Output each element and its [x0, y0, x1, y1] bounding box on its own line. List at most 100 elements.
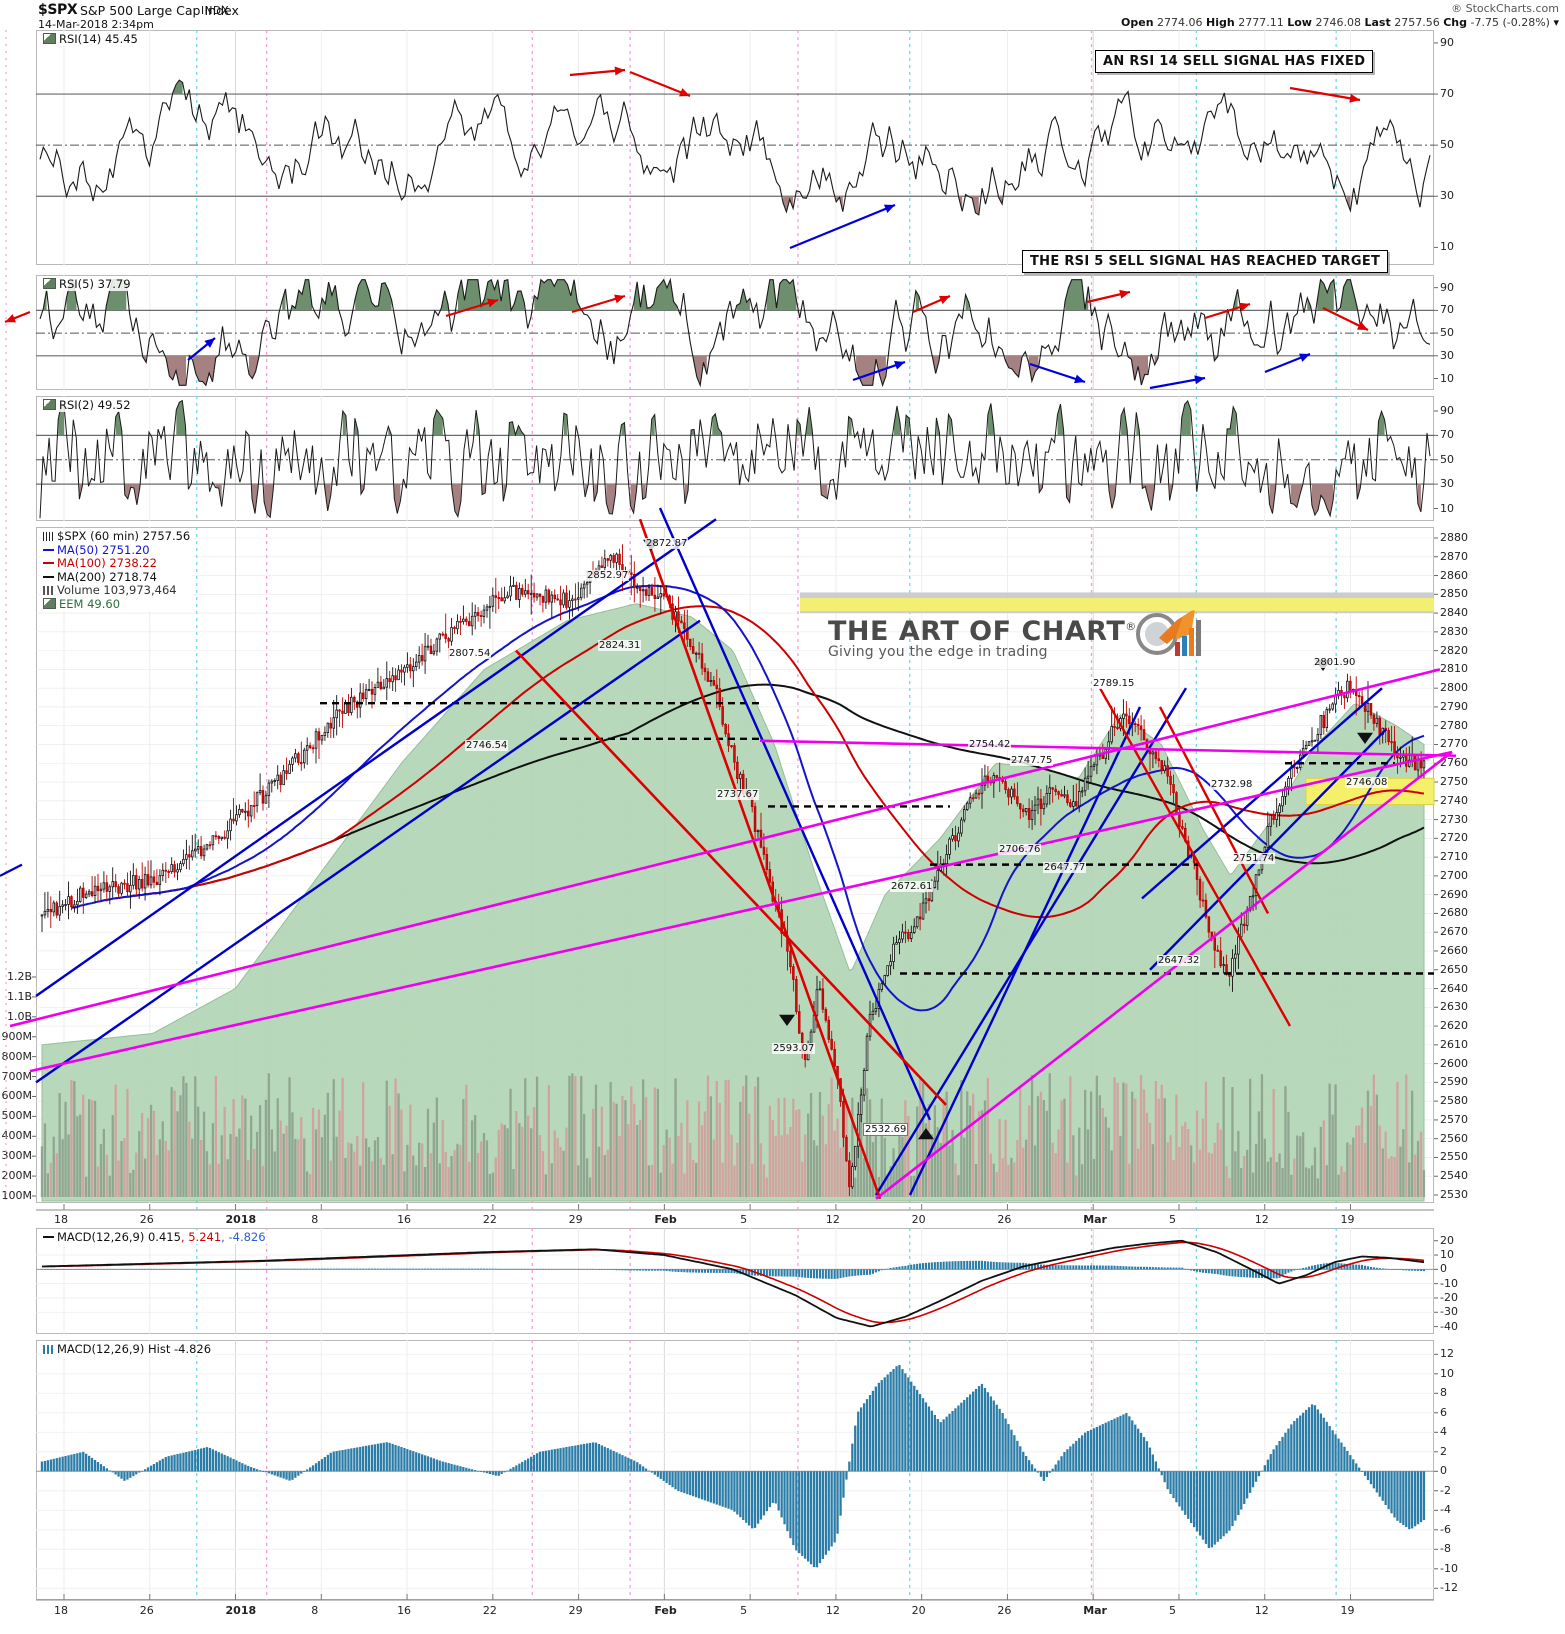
- symbol-exchange: INDX: [201, 5, 230, 17]
- last-label: Last: [1364, 16, 1391, 29]
- line-icon: [43, 575, 54, 578]
- date-tick: 12: [825, 1213, 840, 1226]
- macd-hist-tick: -2: [1440, 1483, 1451, 1497]
- annotation-rsi14-sell-signal: AN RSI 14 SELL SIGNAL HAS FIXED: [1095, 50, 1374, 73]
- rsi2-tick: 30: [1440, 477, 1454, 491]
- quote-bar: Open 2774.06 High 2777.11 Low 2746.08 La…: [1121, 16, 1559, 29]
- panel-macd[interactable]: MACD(12,26,9) 0.415, 5.241, -4.826: [36, 1228, 1434, 1334]
- symbol-name: S&P 500 Large Cap Index: [80, 3, 239, 18]
- rsi2-tick: 90: [1440, 404, 1454, 417]
- date-tick-bottom: 16: [397, 1604, 412, 1617]
- macd-hist-tick: 6: [1440, 1405, 1447, 1419]
- date-tick-bottom: 29: [568, 1604, 583, 1617]
- chg-down-arrow-icon: ▾: [1553, 16, 1559, 29]
- date-tick-bottom: 18: [54, 1604, 68, 1617]
- rsi5-tick: 10: [1440, 371, 1454, 385]
- date-tick-bottom: 5: [740, 1604, 748, 1617]
- price-legend: $SPX (60 min) 2757.56 MA(50) 2751.20 MA(10…: [41, 529, 193, 612]
- price-tick: 2720: [1440, 831, 1468, 845]
- date-tick-bottom: 2018: [225, 1604, 257, 1617]
- panel-rsi2[interactable]: RSI(2) 49.52: [36, 396, 1434, 521]
- volume-tick: 1.1B: [6, 989, 32, 1003]
- date-tick: 12: [1254, 1213, 1269, 1226]
- rsi14-tick: 50: [1440, 138, 1454, 152]
- date-tick: 26: [997, 1213, 1012, 1226]
- volume-tick: 1.2B: [6, 970, 32, 983]
- price-tick: 2770: [1440, 737, 1468, 751]
- date-tick: Feb: [654, 1213, 677, 1226]
- price-legend-row-3: MA(200) 2718.74: [43, 569, 190, 585]
- price-tick: 2840: [1440, 606, 1468, 620]
- price-tick: 2760: [1440, 756, 1468, 770]
- panel-rsi5[interactable]: RSI(5) 37.79: [36, 275, 1434, 390]
- date-tick: 20: [911, 1213, 926, 1226]
- date-tick: 29: [568, 1213, 583, 1226]
- volume-tick: 100M: [1, 1189, 33, 1202]
- macd-tick: -40: [1440, 1319, 1458, 1333]
- price-legend-row-4: Volume 103,973,464: [43, 583, 190, 598]
- date-tick-bottom: 26: [997, 1604, 1012, 1617]
- macd-hist-tick: -12: [1440, 1581, 1458, 1595]
- price-tick: 2630: [1440, 1000, 1468, 1014]
- open-value: 2774.06: [1157, 16, 1203, 29]
- last-value: 2757.56: [1394, 16, 1440, 29]
- price-tick: 2750: [1440, 775, 1468, 789]
- high-value: 2777.11: [1238, 16, 1284, 29]
- panel-price[interactable]: $SPX (60 min) 2757.56 MA(50) 2751.20 MA(10…: [36, 527, 1434, 1203]
- low-label: Low: [1287, 16, 1312, 29]
- volume-tick: 500M: [1, 1109, 33, 1123]
- price-tick: 2800: [1440, 681, 1468, 695]
- price-label: 2807.54: [448, 648, 492, 659]
- rsi14-tick: 10: [1440, 240, 1454, 254]
- high-label: High: [1206, 16, 1235, 29]
- price-tick: 2780: [1440, 718, 1468, 732]
- price-tick: 2820: [1440, 643, 1468, 657]
- price-label: 2747.75: [1010, 755, 1054, 766]
- macd-legend-signal: 5.241: [188, 1230, 222, 1244]
- price-label: 2746.54: [465, 740, 509, 751]
- price-tick: 2690: [1440, 887, 1468, 901]
- price-label: 2532.69: [863, 1123, 909, 1136]
- macd-hist-tick: 12: [1440, 1347, 1454, 1361]
- macd-legend: MACD(12,26,9) 0.415, 5.241, -4.826: [41, 1230, 268, 1244]
- price-legend-row-2: MA(100) 2738.22: [43, 556, 190, 571]
- area-icon: [43, 33, 56, 44]
- panel-macd-histogram[interactable]: MACD(12,26,9) Hist -4.826: [36, 1340, 1434, 1600]
- price-tick: 2610: [1440, 1037, 1468, 1051]
- rsi2-legend-text: RSI(2) 49.52: [59, 398, 131, 412]
- price-legend-text-3: MA(200) 2718.74: [57, 569, 157, 584]
- date-tick: 2018: [225, 1213, 257, 1226]
- macd-hist-tick: 8: [1440, 1386, 1447, 1400]
- rsi14-tick: 70: [1440, 87, 1454, 101]
- price-tick: 2730: [1440, 812, 1468, 826]
- date-tick-bottom: 12: [1254, 1604, 1269, 1617]
- price-tick: 2850: [1440, 587, 1468, 601]
- date-tick: 5: [1168, 1213, 1176, 1226]
- date-tick-bottom: 20: [911, 1604, 926, 1617]
- watermark-art-of-chart: THE ART OF CHART® Giving you the edge in…: [828, 610, 1201, 660]
- price-tick: 2710: [1440, 850, 1468, 864]
- price-tick: 2530: [1440, 1188, 1468, 1201]
- macd-hist-tick: -8: [1440, 1542, 1451, 1556]
- date-tick: 16: [397, 1213, 412, 1226]
- volume-icon: [43, 586, 54, 595]
- rsi2-tick: 10: [1440, 501, 1454, 515]
- date-tick-bottom: 5: [1168, 1604, 1176, 1617]
- date-tick: 8: [311, 1213, 319, 1226]
- price-label: 2737.67: [716, 789, 760, 800]
- rsi14-legend-text: RSI(14) 45.45: [59, 32, 138, 46]
- date-tick: 22: [482, 1213, 497, 1226]
- macd-hist-legend: MACD(12,26,9) Hist -4.826: [41, 1342, 214, 1356]
- rsi5-tick: 90: [1440, 280, 1454, 294]
- price-legend-row-5: EEM 49.60: [43, 597, 190, 612]
- rsi5-tick: 70: [1440, 303, 1454, 317]
- price-label: 2754.42: [968, 739, 1012, 750]
- volume-tick: 200M: [1, 1169, 33, 1183]
- macd-legend-main: MACD(12,26,9) 0.415: [57, 1230, 181, 1244]
- macd-hist-tick: -10: [1440, 1561, 1458, 1575]
- price-tick: 2550: [1440, 1150, 1468, 1164]
- histogram-icon: [43, 1345, 54, 1354]
- rsi5-legend: RSI(5) 37.79: [41, 277, 133, 291]
- rsi14-tick: 90: [1440, 35, 1454, 49]
- macd-hist-tick: -6: [1440, 1522, 1451, 1536]
